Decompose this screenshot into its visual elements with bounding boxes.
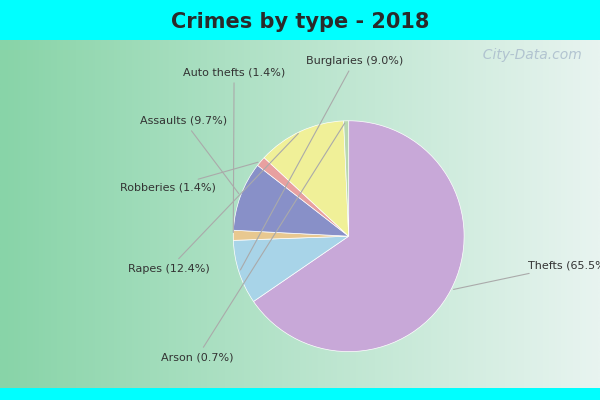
- Text: Thefts (65.5%): Thefts (65.5%): [454, 260, 600, 290]
- Text: Crimes by type - 2018: Crimes by type - 2018: [171, 12, 429, 32]
- Text: Robberies (1.4%): Robberies (1.4%): [120, 162, 258, 193]
- Text: Arson (0.7%): Arson (0.7%): [161, 123, 344, 362]
- Text: Burglaries (9.0%): Burglaries (9.0%): [241, 56, 403, 270]
- Wedge shape: [233, 165, 349, 236]
- Text: Assaults (9.7%): Assaults (9.7%): [140, 116, 239, 194]
- Text: City-Data.com: City-Data.com: [474, 48, 582, 62]
- Wedge shape: [264, 121, 349, 236]
- Text: Rapes (12.4%): Rapes (12.4%): [128, 134, 298, 274]
- Wedge shape: [233, 236, 349, 302]
- Wedge shape: [257, 158, 349, 236]
- Wedge shape: [344, 121, 349, 236]
- Wedge shape: [233, 230, 349, 240]
- Wedge shape: [254, 121, 464, 352]
- Text: Auto thefts (1.4%): Auto thefts (1.4%): [183, 67, 285, 232]
